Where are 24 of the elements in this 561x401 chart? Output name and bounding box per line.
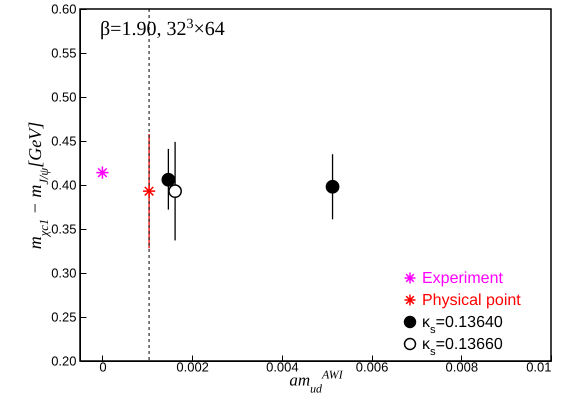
point — [96, 166, 110, 180]
y-tick-label: 0.45 — [51, 134, 76, 148]
y-tick-label: 0.60 — [51, 2, 76, 16]
y-tick-label: 0.25 — [51, 310, 76, 324]
point — [161, 172, 176, 187]
point — [142, 184, 156, 198]
legend-label: κ$_{s}$=0.13640 — [422, 314, 503, 336]
point — [326, 180, 340, 194]
legend-label: Experiment — [422, 270, 504, 287]
y-tick-label: 0.20 — [51, 354, 76, 368]
x-tick-label: 0.002 — [176, 360, 209, 374]
y-tick-label: 0.40 — [51, 178, 76, 192]
y-tick-label: 0.50 — [51, 90, 76, 104]
x-tick-label: 0.006 — [356, 360, 388, 374]
annotation: β=1.90, 32$^{3}$×64 — [100, 16, 225, 40]
point — [168, 184, 182, 198]
x-tick-label: 0.008 — [446, 360, 478, 374]
legend-label: κ$_{s}$=0.13660 — [422, 336, 503, 358]
y-tick-label: 0.35 — [51, 222, 76, 236]
x-tick-label: 0 — [99, 360, 107, 374]
y-tick-label: 0.30 — [51, 266, 76, 280]
y-tick-label: 0.55 — [51, 46, 76, 60]
legend-label: Physical point — [422, 292, 522, 309]
x-tick-label: 0.01 — [526, 360, 552, 374]
